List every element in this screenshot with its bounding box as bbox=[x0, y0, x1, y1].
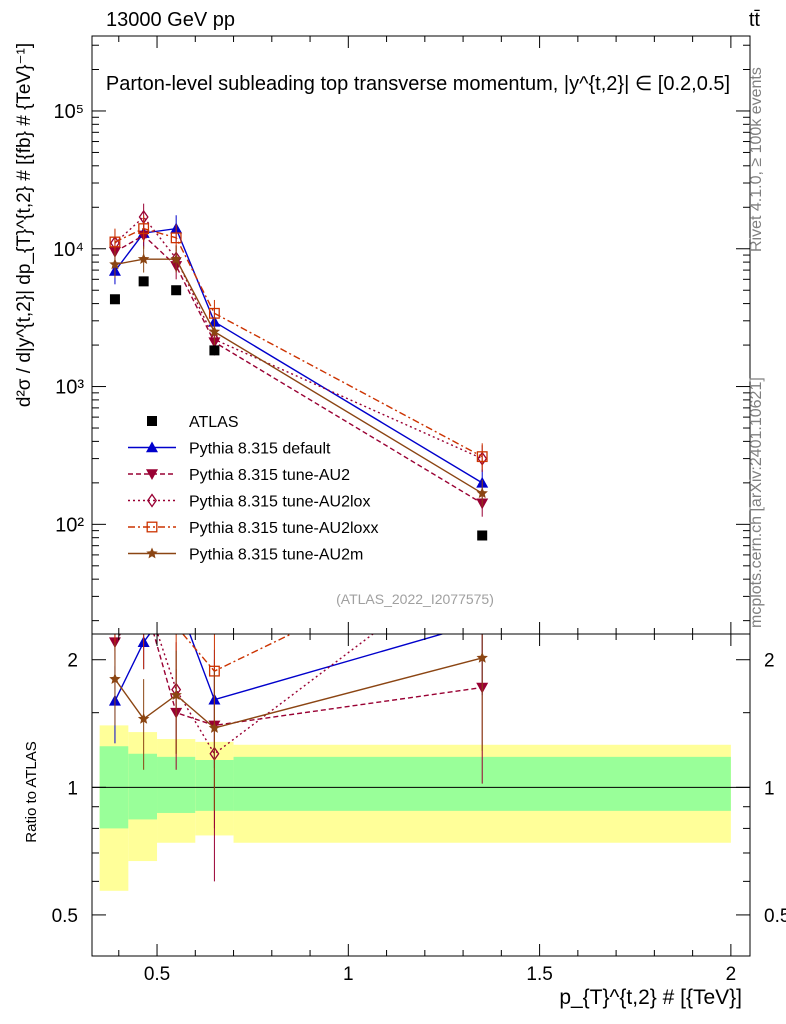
x-tick-label: 0.5 bbox=[144, 964, 170, 985]
marker-square-filled bbox=[171, 285, 182, 296]
marker-triangle-down bbox=[138, 593, 150, 604]
uncertainty-band-inner bbox=[128, 753, 158, 820]
marker-star bbox=[109, 258, 121, 270]
marker-square-filled bbox=[209, 345, 220, 356]
ratio-y-tick-label: 2 bbox=[67, 651, 78, 672]
marker-star bbox=[137, 712, 150, 724]
side-label-mcplots: mcplots.cern.ch [arXiv:2401.10621] bbox=[748, 377, 765, 628]
marker-star bbox=[476, 651, 488, 663]
y-tick-label: 10³ bbox=[55, 377, 84, 399]
series-ratio bbox=[109, 634, 488, 811]
x-tick-label: 1 bbox=[343, 964, 354, 985]
y-tick-label: 10⁵ bbox=[53, 101, 84, 123]
energy-label: 13000 GeV pp bbox=[106, 9, 235, 31]
legend-entry: ATLAS bbox=[147, 414, 239, 431]
series-line bbox=[114, 258, 483, 494]
x-tick-label: 1.5 bbox=[526, 964, 552, 985]
main-frame bbox=[91, 35, 751, 635]
marker-diamond bbox=[478, 546, 486, 558]
legend-label: ATLAS bbox=[189, 414, 239, 431]
marker-square bbox=[171, 621, 181, 631]
analysis-watermark: (ATLAS_2022_I2077575) bbox=[336, 591, 494, 607]
marker-triangle-down bbox=[146, 469, 158, 480]
marker-square-filled bbox=[109, 294, 120, 305]
series-main bbox=[109, 245, 488, 507]
ratio-line bbox=[114, 657, 483, 729]
ratio-y-tick-label-right: 1 bbox=[764, 778, 775, 799]
marker-star bbox=[170, 253, 182, 264]
marker-square bbox=[139, 621, 149, 631]
legend-label: Pythia 8.315 tune-AU2lox bbox=[189, 494, 370, 511]
y-axis-title-ratio: Ratio to ATLAS bbox=[23, 741, 40, 842]
series-line bbox=[114, 227, 483, 458]
legend-entry: Pythia 8.315 default bbox=[128, 441, 331, 458]
ratio-y-tick-label-right: 0.5 bbox=[764, 906, 786, 927]
ratio-line bbox=[157, 634, 375, 755]
marker-star bbox=[208, 722, 221, 733]
y-tick-label: 10² bbox=[55, 514, 84, 536]
marker-triangle-up bbox=[170, 592, 182, 603]
marker-square bbox=[138, 223, 150, 235]
legend-label: Pythia 8.315 tune-AU2m bbox=[189, 547, 363, 564]
legend-entry: Pythia 8.315 tune-AU2m bbox=[128, 547, 363, 564]
x-tick-label: 2 bbox=[726, 964, 737, 985]
y-tick-label: 10⁴ bbox=[53, 239, 84, 261]
series-atlas-data bbox=[109, 276, 488, 541]
legend-entry: Pythia 8.315 tune-AU2 bbox=[128, 467, 350, 484]
legend-entry: Pythia 8.315 tune-AU2lox bbox=[128, 493, 370, 511]
legend-label: Pythia 8.315 tune-AU2loxx bbox=[189, 520, 378, 537]
legend-entry: Pythia 8.315 tune-AU2loxx bbox=[128, 520, 378, 537]
series-line bbox=[114, 234, 483, 504]
marker-square bbox=[110, 607, 120, 617]
marker-star bbox=[109, 673, 121, 684]
marker-star bbox=[146, 547, 158, 559]
legend-label: Pythia 8.315 tune-AU2 bbox=[189, 467, 350, 484]
y-axis-title-main: d²σ / d|y^{t,2}| dp_{T}^{t,2} # [{fb} # … bbox=[14, 43, 35, 407]
marker-square-filled bbox=[477, 530, 488, 541]
legend-label: Pythia 8.315 default bbox=[189, 441, 331, 458]
marker-star bbox=[170, 689, 182, 700]
marker-square bbox=[109, 236, 121, 248]
marker-star bbox=[476, 487, 488, 499]
marker-star bbox=[208, 325, 221, 337]
marker-square bbox=[208, 307, 220, 319]
marker-diamond bbox=[139, 585, 147, 597]
marker-square-filled bbox=[147, 416, 157, 426]
ratio-line bbox=[114, 634, 445, 702]
marker-square-filled bbox=[138, 276, 149, 287]
x-axis-title: p_{T}^{t,2} # [{TeV}] bbox=[559, 986, 742, 1009]
marker-diamond bbox=[147, 493, 157, 508]
marker-square bbox=[476, 451, 488, 463]
ratio-y-tick-label-right: 2 bbox=[764, 651, 775, 672]
ratio-y-tick-label: 0.5 bbox=[52, 906, 78, 927]
marker-square bbox=[146, 521, 158, 533]
series-line bbox=[114, 215, 483, 460]
ratio-y-tick-label: 1 bbox=[67, 778, 78, 799]
side-label-rivet: Rivet 4.1.0, ≥ 100k events bbox=[748, 67, 765, 252]
marker-star bbox=[137, 253, 150, 264]
ratio-frame bbox=[91, 633, 751, 957]
marker-diamond bbox=[209, 332, 220, 347]
plot-title: Parton-level subleading top transverse m… bbox=[106, 73, 730, 95]
series-main bbox=[109, 215, 488, 470]
process-label: tt̄ bbox=[749, 9, 761, 31]
marker-diamond bbox=[111, 613, 119, 625]
marker-triangle-up bbox=[476, 616, 488, 627]
marker-square bbox=[170, 232, 182, 244]
series-main bbox=[109, 203, 488, 472]
marker-triangle-up bbox=[146, 441, 158, 453]
